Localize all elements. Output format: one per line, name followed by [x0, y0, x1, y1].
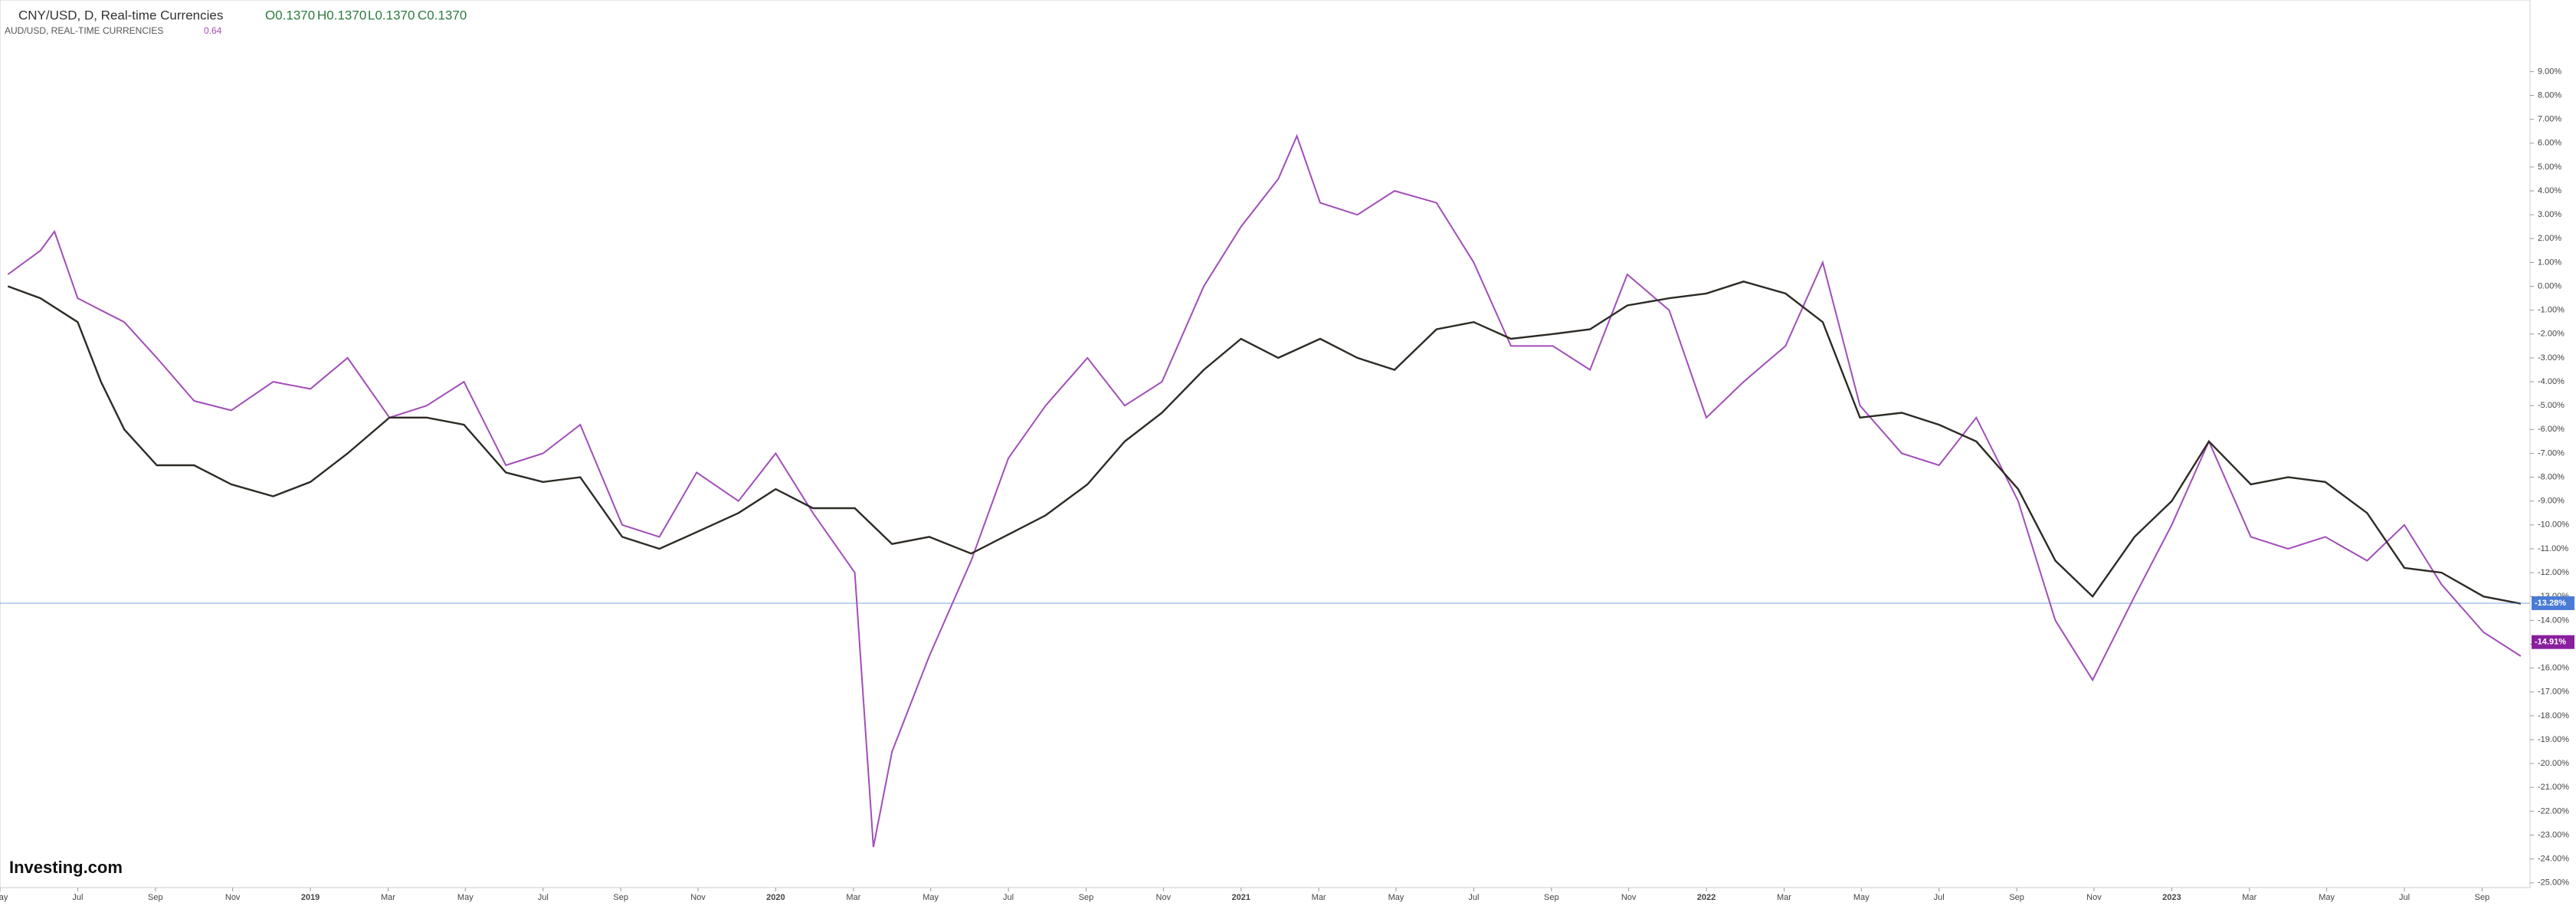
y-tick-label: -14.00% [2538, 615, 2569, 625]
y-tick-label: -9.00% [2538, 497, 2565, 506]
y-tick-label: -12.00% [2538, 568, 2569, 577]
high: H0.1370 [317, 8, 366, 22]
x-tick-label: Nov [1621, 893, 1637, 902]
x-tick-label: Sep [148, 893, 163, 902]
x-tick-label: May [1388, 893, 1404, 902]
symbol: CNY/USD, D, Real-time Currencies [18, 8, 223, 22]
y-tick-label: -25.00% [2538, 878, 2569, 888]
x-tick-label: Mar [1312, 893, 1326, 902]
x-tick-label: Sep [2009, 893, 2024, 902]
open: O0.1370 [265, 8, 315, 22]
y-tick-label: -20.00% [2538, 759, 2569, 768]
y-tick-label: 9.00% [2538, 67, 2561, 76]
x-tick-label: Jul [1003, 893, 1014, 902]
y-tick-label: -6.00% [2538, 425, 2565, 434]
y-tick-label: -18.00% [2538, 711, 2569, 721]
y-tick-label: 5.00% [2538, 162, 2561, 172]
x-tick-label: 2022 [1697, 893, 1716, 902]
x-tick-label: Mar [381, 893, 395, 902]
x-tick-label: Jul [72, 893, 83, 902]
y-tick-label: -7.00% [2538, 448, 2565, 458]
y-tick-label: 1.00% [2538, 258, 2561, 267]
compare-value: 0.64 [204, 25, 222, 36]
y-tick-label: -10.00% [2538, 520, 2569, 530]
low: L0.1370 [368, 8, 415, 22]
y-tick-label: -2.00% [2538, 330, 2565, 339]
x-tick-label: 2021 [1231, 893, 1250, 902]
y-tick-label: -8.00% [2538, 472, 2565, 481]
logo: Investing.com [9, 858, 123, 877]
last-price-label: -13.28% [2535, 599, 2566, 608]
x-tick-label: Sep [1079, 893, 1094, 902]
x-tick-label: Jul [2399, 893, 2410, 902]
y-tick-label: -22.00% [2538, 806, 2569, 816]
y-tick-label: 3.00% [2538, 210, 2561, 219]
y-tick-label: -16.00% [2538, 664, 2569, 673]
y-tick-label: 0.00% [2538, 281, 2561, 291]
x-tick-label: May [0, 893, 8, 902]
y-tick-label: -23.00% [2538, 830, 2569, 839]
x-tick-label: Nov [1156, 893, 1172, 902]
y-tick-label: -5.00% [2538, 401, 2565, 410]
y-tick-label: -4.00% [2538, 377, 2565, 386]
y-tick-label: -1.00% [2538, 306, 2565, 315]
x-tick-label: Mar [846, 893, 860, 902]
x-tick-label: Nov [690, 893, 706, 902]
x-tick-label: Jul [538, 893, 549, 902]
last-price-box [2532, 635, 2574, 649]
y-tick-label: 4.00% [2538, 186, 2561, 195]
x-tick-label: May [923, 893, 939, 902]
last-price-box [2532, 596, 2574, 610]
x-tick-label: Mar [2242, 893, 2256, 902]
x-tick-label: Nov [2086, 893, 2102, 902]
y-tick-label: 2.00% [2538, 234, 2561, 243]
x-tick-label: 2019 [301, 893, 320, 902]
y-tick-label: -17.00% [2538, 688, 2569, 697]
x-tick-label: 2023 [2162, 893, 2181, 902]
last-price-label: -14.91% [2535, 638, 2566, 647]
x-tick-label: May [457, 893, 474, 902]
y-tick-label: 6.00% [2538, 139, 2561, 148]
x-tick-label: Nov [225, 893, 241, 902]
y-tick-label: -3.00% [2538, 353, 2565, 363]
series-line [7, 281, 2522, 605]
x-tick-label: Sep [2475, 893, 2490, 902]
x-tick-label: Mar [1777, 893, 1791, 902]
y-tick-label: -24.00% [2538, 855, 2569, 864]
x-tick-label: Sep [1544, 893, 1559, 902]
series-line [7, 133, 2522, 848]
x-tick-label: May [2319, 893, 2335, 902]
y-tick-label: 8.00% [2538, 90, 2561, 100]
x-tick-label: May [1853, 893, 1870, 902]
y-tick-label: -11.00% [2538, 544, 2568, 553]
x-tick-label: Jul [1934, 893, 1945, 902]
x-tick-label: 2020 [766, 893, 785, 902]
plot-frame [0, 0, 2531, 888]
compare-symbol: AUD/USD, REAL-TIME CURRENCIES [5, 25, 163, 36]
close: C0.1370 [418, 8, 467, 22]
y-tick-label: -21.00% [2538, 783, 2569, 792]
y-tick-label: 7.00% [2538, 115, 2561, 124]
x-tick-label: Sep [613, 893, 628, 902]
y-tick-label: -19.00% [2538, 735, 2569, 744]
x-tick-label: Jul [1468, 893, 1479, 902]
